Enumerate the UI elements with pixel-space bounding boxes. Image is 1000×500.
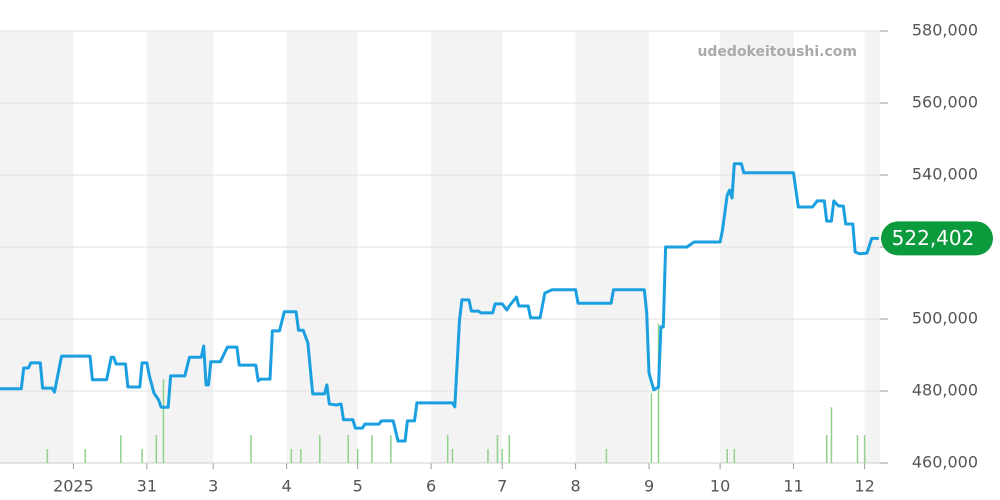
y-tick-label: 480,000 bbox=[912, 381, 978, 400]
y-tick-label: 540,000 bbox=[912, 165, 978, 184]
volume-bar bbox=[830, 407, 833, 463]
x-tick-label: 12 bbox=[854, 477, 874, 496]
volume-bar bbox=[733, 449, 736, 463]
y-tick-label: 580,000 bbox=[912, 21, 978, 40]
x-tick-label: 3 bbox=[208, 477, 218, 496]
volume-bar bbox=[451, 449, 454, 463]
volume-bar bbox=[155, 435, 158, 463]
volume-bar bbox=[250, 435, 252, 463]
x-tick-label: 6 bbox=[426, 477, 436, 496]
volume-bar bbox=[390, 435, 392, 463]
volume-bar bbox=[863, 435, 866, 463]
x-tick-label: 2025 bbox=[53, 477, 94, 496]
volume-bar bbox=[290, 449, 293, 463]
x-tick-label: 7 bbox=[497, 477, 507, 496]
last-price-label: 522,402 bbox=[892, 226, 975, 250]
x-tick-label: 11 bbox=[783, 477, 803, 496]
x-tick-label: 10 bbox=[710, 477, 730, 496]
x-tick-label: 31 bbox=[137, 477, 157, 496]
last-price-badge bbox=[881, 221, 993, 256]
x-tick-label: 5 bbox=[353, 477, 363, 496]
watermark: udedokeitoushi.com bbox=[697, 44, 857, 60]
volume-bar bbox=[825, 435, 828, 463]
volume-bar bbox=[650, 393, 653, 463]
y-tick-label: 560,000 bbox=[912, 93, 978, 112]
volume-bar bbox=[726, 449, 728, 463]
volume-bar bbox=[84, 449, 87, 463]
volume-bar bbox=[162, 379, 165, 463]
volume-bar bbox=[347, 435, 349, 463]
volume-bar bbox=[446, 435, 449, 463]
y-tick-label: 460,000 bbox=[912, 453, 978, 472]
x-tick-label: 9 bbox=[644, 477, 654, 496]
volume-bar bbox=[371, 435, 373, 463]
volume-bar bbox=[120, 435, 122, 463]
volume-bar bbox=[356, 449, 359, 463]
volume-bar bbox=[300, 449, 302, 463]
volume-bar bbox=[501, 449, 503, 463]
x-tick-label: 4 bbox=[282, 477, 292, 496]
price-line bbox=[0, 162, 879, 443]
volume-bar bbox=[856, 435, 859, 463]
volume-bar bbox=[605, 449, 608, 463]
volume-bar bbox=[141, 449, 143, 463]
x-tick-label: 8 bbox=[571, 477, 581, 496]
volume-bar bbox=[319, 435, 321, 463]
volume-bar bbox=[508, 435, 511, 463]
volume-bar bbox=[46, 449, 49, 463]
volume-bar bbox=[496, 435, 499, 463]
volume-bar bbox=[487, 449, 489, 463]
volume-bar bbox=[657, 323, 660, 463]
y-tick-label: 500,000 bbox=[912, 309, 978, 328]
